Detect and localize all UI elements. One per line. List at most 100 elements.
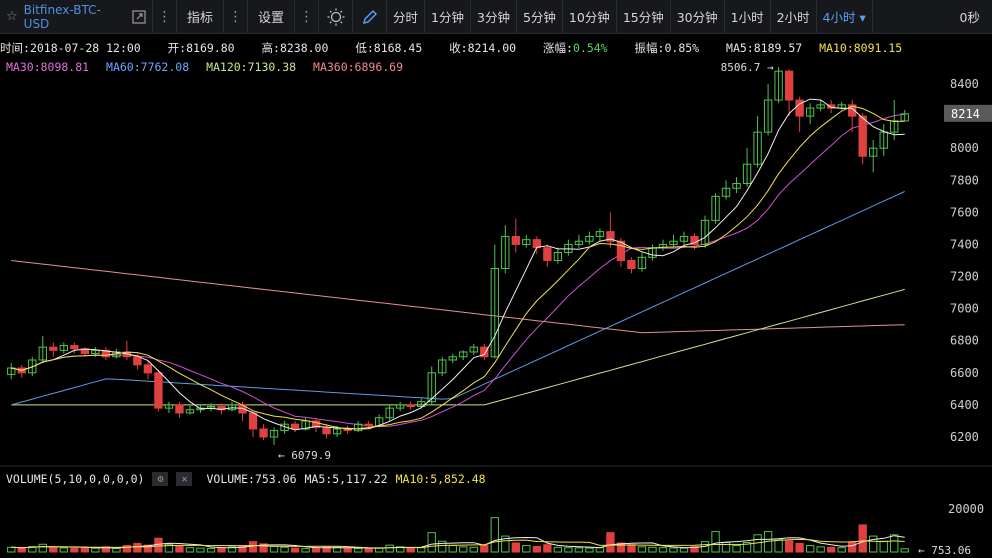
change-info: 涨幅:0.54% [543, 41, 618, 55]
volume-bar [837, 547, 846, 553]
volume-bar [438, 540, 447, 553]
volume-bar [311, 547, 321, 553]
volume-bar [669, 547, 678, 553]
volume-bar [553, 546, 563, 553]
volume-bar [206, 548, 216, 553]
candle-body [396, 404, 405, 409]
volume-ma10: MA10:5,852.48 [395, 472, 486, 486]
candle-body [553, 251, 563, 262]
timeframe-tab[interactable]: 15分钟 [617, 0, 671, 33]
volume-bar [343, 547, 352, 553]
volume-bar [7, 546, 16, 553]
star-icon[interactable]: ☆ [6, 9, 18, 24]
volume-bar [469, 546, 478, 553]
timeframe-tab[interactable]: 分时 [387, 0, 426, 33]
candle-body [774, 70, 783, 101]
volume-bar [17, 547, 26, 553]
candle-body [459, 351, 468, 358]
volume-bar [543, 544, 552, 553]
ma10-line [11, 105, 905, 430]
timeframe-tab[interactable]: 2小时 [771, 0, 817, 33]
volume-bar [879, 540, 888, 553]
volume-bar [122, 545, 132, 553]
candle-body [711, 195, 720, 221]
volume-bar [616, 542, 626, 553]
draw-pencil-icon[interactable] [353, 0, 388, 33]
price-axis-tick: 6200 [950, 430, 979, 444]
volume-bar [637, 546, 647, 553]
price-axis-tick: 8400 [950, 77, 979, 91]
external-link-icon[interactable] [130, 9, 148, 25]
timeframe-tab[interactable]: 4小时 ▾ [817, 0, 873, 33]
candle-body [385, 407, 394, 419]
candle-body [869, 147, 878, 157]
candle-body [259, 428, 268, 438]
candle-body [133, 356, 142, 366]
candle-body [574, 240, 584, 245]
volume-bar [91, 547, 100, 553]
more-icon[interactable]: ⋮ [295, 0, 320, 33]
ma-info-row: MA30:8098.81 MA60:7762.08 MA120:7130.38 … [6, 60, 413, 74]
volume-bar [406, 547, 415, 553]
price-axis-tick: 6800 [950, 334, 979, 348]
candle-body [606, 231, 615, 242]
timeframe-tab[interactable]: 1小时 [725, 0, 771, 33]
candle-body [332, 428, 342, 435]
price-info-row: 时间:2018-07-28 12:00 开:8169.80 高:8238.00 … [0, 40, 912, 56]
candle-body [248, 412, 258, 430]
volume-bar [648, 546, 657, 553]
candle-body [322, 426, 331, 435]
symbol-label: Bitfinex-BTC-USD [23, 2, 101, 31]
ma5-value: MA5:8189.57 [726, 41, 803, 55]
volume-bar [459, 546, 468, 553]
candle-body [795, 99, 804, 117]
timeframe-tab[interactable]: 30分钟 [671, 0, 725, 33]
timeframe-tab[interactable]: 1分钟 [425, 0, 471, 33]
timeframe-tab[interactable]: 5分钟 [517, 0, 563, 33]
candle-body [742, 163, 752, 184]
candle-body [143, 364, 153, 374]
volume-bar [890, 534, 899, 553]
brightness-icon[interactable] [319, 0, 354, 33]
volume-bar [816, 546, 825, 553]
volume-bar [585, 547, 594, 553]
volume-bar [848, 541, 857, 553]
candle-body [406, 404, 415, 408]
ma360-line [11, 260, 905, 334]
candle-body [669, 240, 678, 245]
candle-body [700, 219, 710, 245]
price-axis-tick: 7200 [950, 270, 979, 284]
volume-bar [38, 543, 47, 553]
candle-body [164, 404, 174, 409]
more-icon[interactable]: ⋮ [153, 0, 177, 33]
volume-value: VOLUME:753.06 [206, 472, 297, 486]
candle-body [826, 104, 836, 109]
volume-bar [185, 547, 195, 553]
volume-bar [795, 542, 804, 553]
candle-body [543, 247, 552, 261]
low-info: 低:8168.45 [355, 41, 432, 55]
settings-button[interactable]: 设置 [248, 0, 296, 33]
volume-ma5: MA5:5,117.22 [304, 472, 388, 486]
volume-bar [511, 542, 520, 553]
volume-bar [690, 545, 699, 553]
countdown: 0秒 [959, 10, 980, 25]
timeframe-tab[interactable]: 10分钟 [563, 0, 617, 33]
volume-bar [290, 547, 300, 553]
volume-close-icon[interactable]: ✕ [176, 472, 193, 486]
candle-body [101, 349, 111, 358]
candle-body [154, 372, 163, 409]
candle-body [59, 345, 68, 351]
volume-settings-icon[interactable]: ⚙ [152, 472, 169, 486]
volume-bar [627, 544, 636, 553]
more-icon[interactable]: ⋮ [224, 0, 249, 33]
candle-body [732, 182, 741, 189]
symbol-selector[interactable]: ☆ Bitfinex-BTC-USD [0, 0, 153, 33]
volume-bar [269, 545, 279, 553]
timeframe-tab[interactable]: 3分钟 [471, 0, 517, 33]
indicator-button[interactable]: 指标 [177, 0, 225, 33]
volume-bar [732, 545, 741, 553]
close-label: 收: [449, 41, 468, 55]
volume-bar [385, 544, 394, 553]
